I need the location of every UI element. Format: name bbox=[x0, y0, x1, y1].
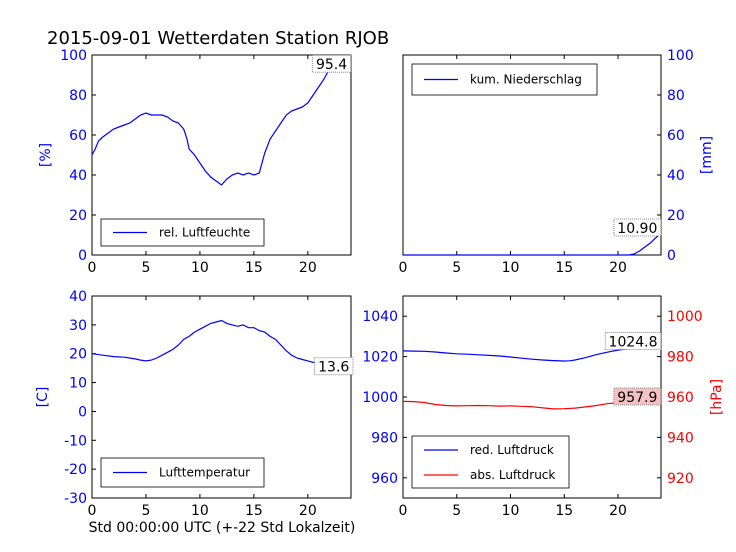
y-axis-label: [C] bbox=[35, 387, 51, 408]
legend-label: kum. Niederschlag bbox=[470, 73, 582, 87]
series-line bbox=[91, 319, 346, 369]
x-tick-label: 10 bbox=[502, 503, 520, 519]
y-axis-label: [mm] bbox=[699, 136, 715, 174]
y-axis-label: [hPa] bbox=[709, 379, 725, 415]
x-tick-label: 5 bbox=[141, 260, 150, 276]
x-tick-label: 15 bbox=[245, 260, 263, 276]
y-axis-label: [%] bbox=[38, 143, 54, 167]
y-tick-label: -10 bbox=[64, 433, 87, 449]
y-tick-label: 1000 bbox=[667, 309, 703, 325]
x-tick-label: 5 bbox=[141, 503, 150, 519]
y-tick-label: 80 bbox=[69, 88, 87, 104]
y-tick-label: 20 bbox=[667, 208, 685, 224]
x-tick-label: 15 bbox=[555, 503, 573, 519]
y-tick-label: 980 bbox=[667, 350, 694, 366]
y-tick-label: 80 bbox=[667, 88, 685, 104]
y-tick-label: 0 bbox=[667, 248, 676, 264]
x-tick-label: 20 bbox=[609, 260, 627, 276]
x-tick-label: 10 bbox=[502, 260, 520, 276]
y-tick-label: 30 bbox=[69, 318, 87, 334]
x-tick-label: 0 bbox=[88, 260, 97, 276]
annotation-box bbox=[613, 218, 662, 237]
legend-label: rel. Luftfeuchte bbox=[159, 226, 250, 240]
x-tick-label: 0 bbox=[88, 503, 97, 519]
legend-label: abs. Luftdruck bbox=[470, 468, 555, 482]
legend-label: Lufttemperatur bbox=[159, 466, 250, 480]
chart-panel-pressure: 0 5 10 15 20 960 980 1000 1020 1040 920 940 960 980 10… bbox=[362, 295, 725, 519]
x-tick-label: 20 bbox=[299, 503, 317, 519]
y-tick-label: 40 bbox=[667, 168, 685, 184]
y-tick-label: 20 bbox=[69, 347, 87, 363]
y-tick-label: 40 bbox=[69, 289, 87, 305]
x-tick-label: 0 bbox=[399, 503, 408, 519]
y-tick-label: 980 bbox=[371, 430, 398, 446]
annotation-label: 13.6 bbox=[318, 360, 349, 376]
x-tick-label: 10 bbox=[191, 503, 209, 519]
y-tick-label: 100 bbox=[667, 48, 694, 64]
chart-panel-temperature: 0 5 10 15 20 -30 -20 -10 0 10 20 30 40 [C] 13.6 Lufttem… bbox=[35, 289, 354, 519]
y-tick-label: 1040 bbox=[362, 309, 398, 325]
y-tick-label: 960 bbox=[371, 471, 398, 487]
y-tick-label: 920 bbox=[667, 471, 694, 487]
y-tick-label: 100 bbox=[60, 48, 87, 64]
annotation-box bbox=[314, 357, 354, 376]
annotation-label: 1024.8 bbox=[609, 334, 658, 350]
annotation-label: 10.90 bbox=[617, 221, 657, 237]
annotation-box bbox=[613, 387, 662, 406]
y-tick-label: 60 bbox=[667, 128, 685, 144]
series-line bbox=[403, 232, 662, 256]
y-tick-label: 20 bbox=[69, 208, 87, 224]
y-tick-label: -20 bbox=[64, 462, 87, 478]
y-tick-label: 1020 bbox=[362, 350, 398, 366]
x-tick-label: 5 bbox=[452, 503, 461, 519]
annotation-box bbox=[604, 331, 662, 350]
y-tick-label: 1000 bbox=[362, 390, 398, 406]
x-tick-label: 0 bbox=[399, 260, 408, 276]
x-tick-label: 20 bbox=[609, 503, 627, 519]
chart-panel-humidity: 0 5 10 15 20 0 20 40 60 80 100 [%] 95.4 rel. Luftfeuc… bbox=[38, 48, 352, 276]
y-tick-label: -30 bbox=[64, 491, 87, 507]
y-tick-label: 10 bbox=[69, 376, 87, 392]
x-tick-label: 5 bbox=[452, 260, 461, 276]
y-tick-label: 0 bbox=[78, 248, 87, 264]
x-tick-label: 15 bbox=[555, 260, 573, 276]
series-line bbox=[402, 346, 662, 362]
y-tick-label: 960 bbox=[667, 390, 694, 406]
legend-label: red. Luftdruck bbox=[470, 443, 554, 457]
chart-panel-precipitation: 0 5 10 15 20 0 20 40 60 80 100 [mm] 10.90 kum. Nieder… bbox=[399, 48, 715, 276]
y-tick-label: 40 bbox=[69, 168, 87, 184]
series-line bbox=[91, 63, 346, 186]
legend-box bbox=[411, 435, 570, 489]
x-tick-label: 20 bbox=[299, 260, 317, 276]
annotation-label: 957.9 bbox=[617, 390, 657, 406]
figure-title: 2015-09-01 Wetterdaten Station RJOB bbox=[47, 28, 389, 49]
annotation-label: 95.4 bbox=[316, 57, 347, 73]
y-tick-label: 60 bbox=[69, 128, 87, 144]
plot-frame bbox=[91, 295, 352, 499]
x-axis-label: Std 00:00:00 UTC (+-22 Std Lokalzeit) bbox=[89, 520, 356, 536]
y-tick-label: 0 bbox=[78, 404, 87, 420]
y-tick-label: 940 bbox=[667, 430, 694, 446]
x-tick-label: 10 bbox=[191, 260, 209, 276]
annotation-box bbox=[311, 54, 352, 73]
x-tick-label: 15 bbox=[245, 503, 263, 519]
